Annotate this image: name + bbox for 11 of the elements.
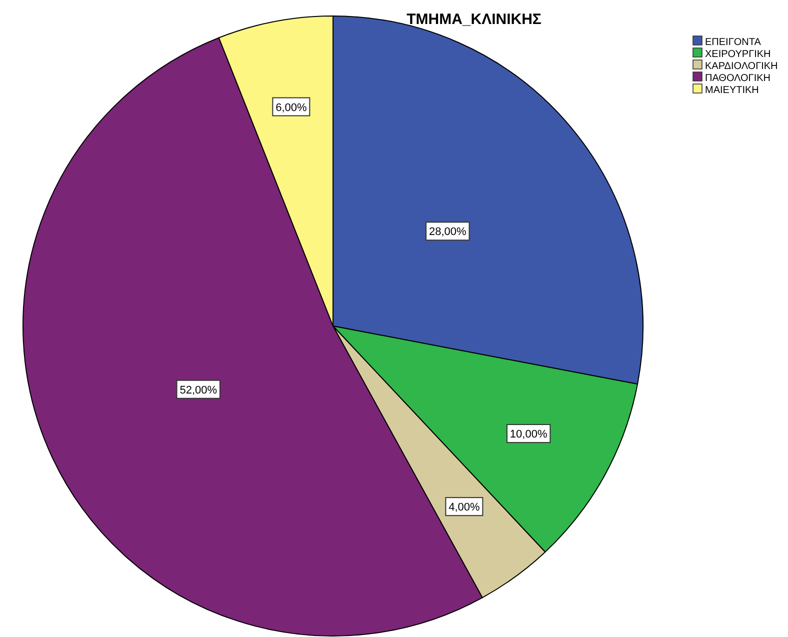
chart-title: ΤΜΗΜΑ_ΚΛΙΝΙΚΗΣ xyxy=(406,11,542,28)
legend-label: ΠΑΘΟΛΟΓΙΚΗ xyxy=(705,73,770,84)
legend-label: ΜΑΙΕΥΤΙΚΗ xyxy=(705,85,759,96)
data-label: 4,00% xyxy=(448,502,480,514)
data-label: 52,00% xyxy=(180,384,218,396)
data-label: 6,00% xyxy=(276,102,307,114)
data-label: 28,00% xyxy=(428,226,467,238)
legend-label: ΧΕΙΡΟΥΡΓΙΚΗ xyxy=(705,49,771,60)
legend-label: ΚΑΡΔΙΟΛΟΓΙΚΗ xyxy=(705,61,778,72)
data-label: 10,00% xyxy=(510,428,548,441)
legend-label: ΕΠΕΙΓΟΝΤΑ xyxy=(705,37,762,48)
